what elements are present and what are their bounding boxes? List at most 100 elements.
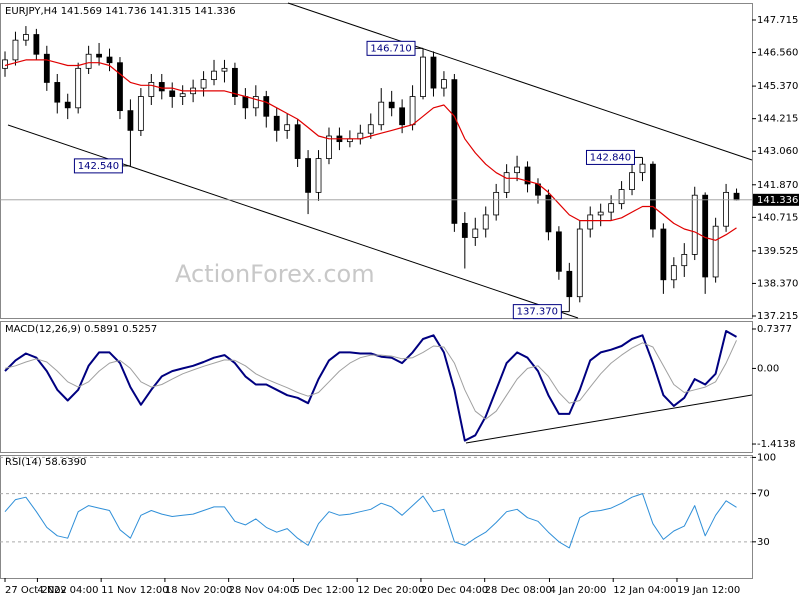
y-tick-label: 30 (757, 537, 770, 548)
channel-lower (7, 124, 579, 319)
candle-body (660, 228, 667, 281)
candle-body (242, 96, 249, 109)
y-tick-label: 141.870 (757, 180, 798, 191)
candle-body (493, 191, 500, 216)
x-tick-label: 18 Nov 20:00 (165, 585, 232, 596)
candle-body (670, 265, 677, 281)
candle-body (367, 124, 374, 134)
watermark: ActionForex.com (175, 260, 375, 288)
y-tick-label: 144.215 (757, 114, 798, 125)
candle-body (639, 163, 646, 174)
last-price-label: 141.336 (757, 195, 798, 206)
line-series (4, 493, 737, 549)
candle-body (127, 110, 134, 131)
candle-body (608, 203, 615, 213)
y-tick-label: 143.060 (757, 146, 798, 157)
candle-body (54, 82, 61, 103)
candle-body (618, 189, 625, 205)
candle-body (305, 158, 311, 193)
macd-title: MACD(12,26,9) 0.5891 0.5257 (5, 324, 157, 335)
candle-body (179, 93, 186, 97)
rsi-title: RSI(14) 58.6390 (5, 457, 86, 468)
macd-panel (0, 321, 753, 453)
candle-body (221, 67, 228, 72)
y-tick-label: 70 (757, 489, 770, 500)
candle-body (43, 53, 50, 83)
y-tick-label: 139.525 (757, 246, 798, 257)
candle-body (650, 163, 656, 230)
candle-body (200, 79, 207, 89)
candle-body (294, 124, 301, 159)
x-tick-label: 12 Dec 20:00 (357, 585, 424, 596)
candle-body (273, 115, 280, 131)
x-tick-label: 28 Nov 04:00 (229, 585, 296, 596)
candle-body (545, 194, 552, 233)
y-tick-label: 138.370 (757, 278, 798, 289)
candle-body (597, 211, 604, 216)
annotation-box (366, 40, 416, 56)
candle-body (252, 96, 259, 109)
candle-body (566, 270, 573, 298)
y-tick-label: 145.370 (757, 81, 798, 92)
candle-body (12, 39, 19, 61)
candle-body (461, 222, 468, 238)
candle-body (64, 101, 71, 109)
candle-body (587, 214, 594, 230)
macd-trendline (465, 394, 753, 444)
candle-body (169, 90, 176, 97)
x-tick-label: 27 Oct 2022 (5, 585, 67, 596)
candle-body (420, 56, 426, 97)
line-series (4, 340, 737, 420)
last-price-box (753, 193, 799, 206)
candle-body (284, 124, 291, 131)
candle-body (482, 214, 489, 230)
y-tick-label: 0.7377 (757, 324, 792, 335)
candle-body (576, 228, 583, 298)
x-tick-label: 4 Jan 20:00 (549, 585, 606, 596)
y-tick-label: 137.215 (757, 311, 798, 322)
candle-body (2, 59, 8, 69)
candle-body (441, 79, 447, 89)
annotation-box (73, 158, 123, 174)
annotation-box (585, 149, 635, 165)
x-tick-label: 11 Nov 12:00 (101, 585, 168, 596)
candle-body (75, 67, 82, 109)
candle-body (555, 231, 562, 272)
x-tick-label: 20 Dec 04:00 (421, 585, 488, 596)
candle-body (106, 56, 113, 64)
candle-body (33, 34, 40, 55)
y-tick-label: 146.560 (757, 48, 798, 59)
annotation-label: 142.540 (78, 161, 119, 172)
annotation-box (512, 304, 562, 320)
candle-body (211, 70, 217, 81)
line-series (4, 59, 737, 241)
candle-body (451, 79, 458, 224)
candle-body (472, 228, 479, 238)
candle-body (148, 82, 155, 97)
x-tick-label: 19 Jan 12:00 (677, 585, 740, 596)
candle-body (503, 172, 510, 193)
x-tick-label: 5 Dec 12:00 (293, 585, 354, 596)
x-tick-label: 12 Jan 04:00 (613, 585, 676, 596)
candle-body (629, 172, 635, 190)
x-tick-label: 4 Nov 04:00 (37, 585, 98, 596)
channel-upper (287, 2, 753, 161)
y-tick-label: 147.715 (757, 15, 798, 26)
x-tick-label: 28 Dec 08:00 (485, 585, 552, 596)
annotation-label: 137.370 (517, 307, 558, 318)
candle-body (315, 158, 322, 193)
rsi-panel (0, 455, 753, 579)
candle-body (378, 101, 385, 126)
candle-body (409, 96, 416, 126)
annotation-label: 142.840 (590, 152, 631, 163)
line-series (4, 330, 737, 442)
candle-body (326, 135, 332, 159)
candle-body (430, 56, 437, 89)
y-tick-label: 100 (757, 452, 776, 463)
candle-body (158, 82, 165, 92)
candle-body (85, 53, 92, 69)
candle-body (23, 34, 29, 41)
price-title: EURJPY,H4 141.569 141.736 141.315 141.33… (5, 6, 236, 17)
